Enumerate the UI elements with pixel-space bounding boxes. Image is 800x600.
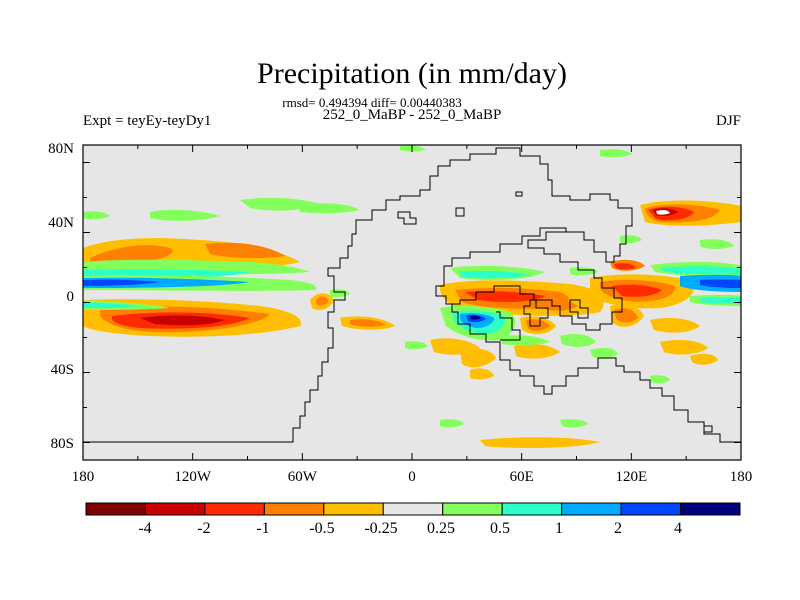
- colorbar-label: -4: [138, 520, 151, 537]
- colorbar-label: 4: [674, 520, 682, 537]
- lon-label-180w: 180: [72, 469, 95, 485]
- colorbar-label: 1: [555, 520, 563, 537]
- colorbar-label: -0.5: [309, 520, 334, 537]
- latitude-tick-marks: [83, 162, 741, 443]
- colorbar-swatch: [620, 502, 682, 516]
- stats-line: rmsd= 0.494394 diff= 0.00440383: [282, 95, 461, 110]
- colorbar-swatch: [680, 502, 741, 516]
- colorbar-label: 2: [614, 520, 622, 537]
- colorbar-swatch: [85, 502, 146, 516]
- lat-label-40n: 40N: [48, 215, 74, 231]
- lon-label-120e: 120E: [615, 469, 647, 485]
- lon-label-180e: 180: [730, 469, 753, 485]
- lat-label-80s: 80S: [51, 436, 74, 452]
- lat-label-80n: 80N: [48, 141, 74, 157]
- latitude-labels: 80N 40N 0 40S 80S: [48, 141, 74, 452]
- longitude-labels: 180 120W 60W 0 60E 120E 180: [72, 469, 753, 485]
- lon-label-60w: 60W: [288, 469, 318, 485]
- colorbar-swatch: [561, 502, 622, 516]
- colorbar-label: -1: [256, 520, 269, 537]
- season-label: DJF: [716, 113, 741, 129]
- colorbar-swatch: [323, 502, 384, 516]
- colorbar-swatch: [263, 502, 325, 516]
- lat-label-40s: 40S: [51, 362, 74, 378]
- colorbar: [85, 502, 741, 516]
- colorbar-swatch: [144, 502, 206, 516]
- plot-title: Precipitation (in mm/day): [257, 57, 567, 90]
- lon-label-60e: 60E: [510, 469, 534, 485]
- colorbar-swatch: [382, 502, 444, 516]
- lon-label-0: 0: [408, 469, 416, 485]
- colorbar-labels: -4 -2 -1 -0.5 -0.25 0.25 0.5 1 2 4: [138, 520, 682, 537]
- coastlines: [83, 147, 741, 443]
- colorbar-swatch: [501, 502, 563, 516]
- lat-label-0: 0: [67, 289, 75, 305]
- colorbar-swatch: [442, 502, 503, 516]
- colorbar-label: -2: [197, 520, 210, 537]
- colorbar-label: 0.5: [490, 520, 510, 537]
- colorbar-swatch: [204, 502, 265, 516]
- colorbar-label: -0.25: [364, 520, 397, 537]
- experiment-label: Expt = teyEy-teyDy1: [83, 113, 211, 129]
- precipitation-field: [83, 145, 741, 449]
- lon-label-120w: 120W: [174, 469, 212, 485]
- longitude-tick-marks: [82, 145, 742, 460]
- subtitle: 252_0_MaBP - 252_0_MaBP: [323, 107, 502, 123]
- colorbar-label: 0.25: [427, 520, 455, 537]
